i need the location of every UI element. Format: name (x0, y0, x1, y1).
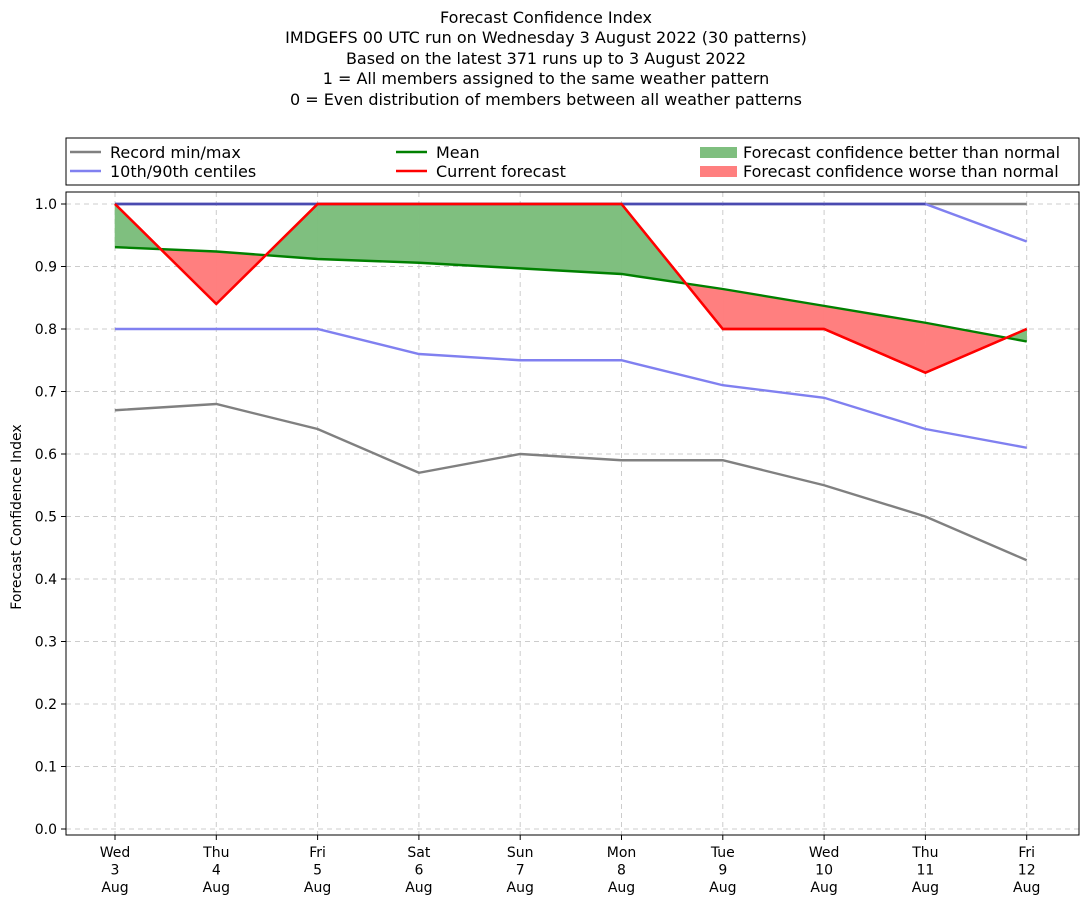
y-tick-label-9: 0.9 (35, 260, 57, 276)
legend-better-label: Forecast confidence better than normal (743, 143, 1060, 162)
legend-mean-label: Mean (436, 143, 480, 162)
x-tick-label-7-1: 10 (815, 863, 833, 879)
series-line-record-min (114, 402, 1028, 562)
x-tick-label-4-2: Aug (507, 880, 534, 896)
y-tick-label-8: 0.8 (35, 322, 57, 338)
x-tick-label-5-2: Aug (608, 880, 635, 896)
series-line-p10 (115, 327, 1027, 449)
chart-subtitle-run: IMDGEFS 00 UTC run on Wednesday 3 August… (285, 28, 807, 48)
x-tick-label-2-1: 5 (313, 863, 322, 879)
fill-better-4 (317, 203, 420, 264)
fill-better-5 (418, 203, 521, 269)
y-tick-label-6: 0.6 (35, 447, 57, 463)
y-tick-label-0: 0.0 (35, 822, 57, 838)
y-tick-label-3: 0.3 (35, 635, 57, 651)
x-tick-label-5-0: Mon (607, 845, 637, 861)
y-axis: 0.0 0.1 0.2 0.3 0.4 0.5 0.6 0.7 0.8 0.9 1.0 (35, 197, 66, 838)
x-axis: Wed3AugThu4AugFri5AugSat6AugSun7AugMon8A… (100, 835, 1040, 896)
series-line-current-top (114, 202, 1028, 375)
legend-record-label: Record min/max (110, 143, 241, 162)
legend-worse-label: Forecast confidence worse than normal (743, 162, 1059, 181)
x-tick-label-7-0: Wed (809, 845, 840, 861)
legend-centiles-label: 10th/90th centiles (110, 162, 256, 181)
x-tick-label-3-2: Aug (405, 880, 432, 896)
legend-current-label: Current forecast (436, 162, 566, 181)
plot-frame (65, 191, 1080, 836)
confidence-fills (114, 203, 1027, 374)
x-tick-label-9-2: Aug (1013, 880, 1040, 896)
x-tick-label-4-1: 7 (516, 863, 525, 879)
chart-title: Forecast Confidence Index (440, 8, 652, 27)
chart-subtitle-one: 1 = All members assigned to the same wea… (322, 69, 770, 89)
legend-worse-swatch (700, 166, 737, 177)
x-tick-label-1-1: 4 (212, 863, 221, 879)
x-tick-label-2-2: Aug (304, 880, 331, 896)
x-tick-label-6-1: 9 (718, 863, 727, 879)
x-tick-label-3-1: 6 (414, 863, 423, 879)
x-tick-label-5-1: 8 (617, 863, 626, 879)
chart-subtitle-zero: 0 = Even distribution of members between… (289, 89, 803, 109)
x-tick-label-4-0: Sun (507, 845, 534, 861)
fill-worse-10 (823, 305, 926, 374)
x-tick-label-9-1: 12 (1018, 863, 1036, 879)
x-tick-label-1-2: Aug (203, 880, 230, 896)
x-tick-label-8-1: 11 (916, 863, 934, 879)
fill-worse-9 (722, 288, 825, 330)
series-lines (114, 202, 1028, 562)
x-tick-label-2-0: Fri (309, 845, 326, 861)
x-tick-label-6-2: Aug (709, 880, 736, 896)
legend-box (65, 137, 1080, 186)
x-tick-label-3-0: Sat (407, 845, 430, 861)
x-tick-label-9-0: Fri (1018, 845, 1035, 861)
y-axis-label: Forecast Confidence Index (9, 424, 25, 609)
x-tick-label-6-0: Tue (710, 845, 735, 861)
y-tick-label-5: 0.5 (35, 510, 57, 526)
legend-better-swatch (700, 147, 737, 158)
grid-lines (66, 192, 1079, 835)
x-tick-label-1-0: Thu (202, 845, 229, 861)
x-tick-label-0-1: 3 (111, 863, 120, 879)
x-tick-label-0-2: Aug (101, 880, 128, 896)
fill-better-6 (519, 203, 622, 275)
x-tick-label-8-2: Aug (912, 880, 939, 896)
y-tick-label-2: 0.2 (35, 697, 57, 713)
x-tick-label-8-0: Thu (911, 845, 938, 861)
y-tick-label-10: 1.0 (35, 197, 57, 213)
x-tick-label-0-0: Wed (100, 845, 131, 861)
chart-subtitle-runs: Based on the latest 371 runs up to 3 Aug… (345, 48, 747, 68)
y-tick-label-4: 0.4 (35, 572, 57, 588)
x-tick-label-7-2: Aug (810, 880, 837, 896)
chart-title-block: Forecast Confidence Index IMDGEFS 00 UTC… (0, 8, 1092, 110)
y-tick-label-1: 0.1 (35, 760, 57, 776)
y-tick-label-7: 0.7 (35, 385, 57, 401)
